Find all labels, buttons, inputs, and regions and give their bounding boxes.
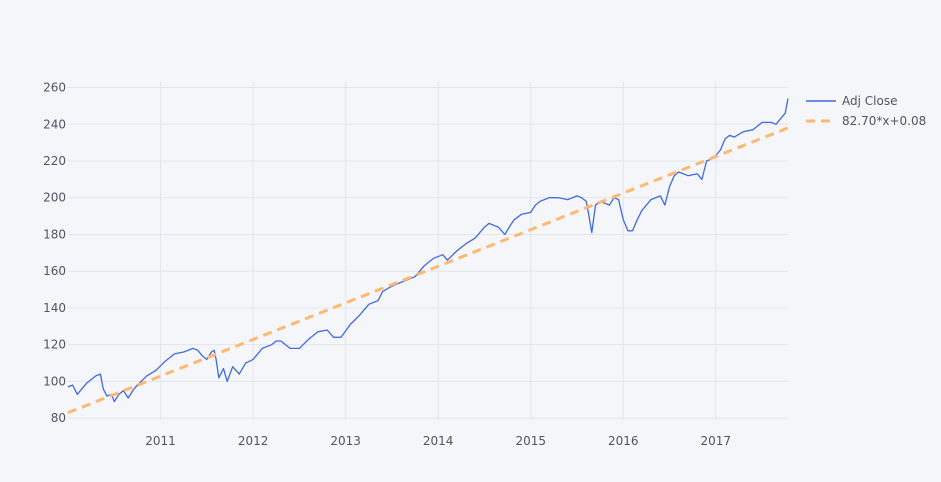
y-tick-label: 120 (43, 338, 66, 352)
y-tick-label: 180 (43, 227, 66, 241)
y-tick-label: 100 (43, 374, 66, 388)
x-tick-label: 2014 (423, 434, 454, 448)
x-tick-label: 2017 (701, 434, 732, 448)
legend[interactable]: Adj Close 82.70*x+0.08 (806, 94, 926, 128)
legend-label: 82.70*x+0.08 (842, 114, 926, 128)
axes: 80 100 120 140 160 180 200 220 240 260 2011 2012 201… (43, 81, 731, 448)
adj-close-series (67, 98, 789, 403)
x-tick-label: 2013 (330, 434, 361, 448)
y-tick-label: 140 (43, 301, 66, 315)
x-tick-label: 2012 (238, 434, 269, 448)
y-tick-label: 80 (51, 411, 66, 425)
x-tick-label: 2016 (608, 434, 639, 448)
legend-label: Adj Close (842, 94, 897, 108)
x-tick-label: 2011 (145, 434, 176, 448)
plot-series (67, 98, 789, 415)
legend-item[interactable]: Adj Close (806, 94, 897, 108)
y-tick-label: 200 (43, 191, 66, 205)
y-tick-label: 260 (43, 81, 66, 95)
y-tick-label: 240 (43, 117, 66, 131)
trendline-series (67, 126, 789, 415)
grid (68, 82, 788, 420)
y-tick-label: 160 (43, 264, 66, 278)
x-tick-label: 2015 (515, 434, 546, 448)
legend-item[interactable]: 82.70*x+0.08 (806, 114, 926, 128)
y-tick-label: 220 (43, 154, 66, 168)
